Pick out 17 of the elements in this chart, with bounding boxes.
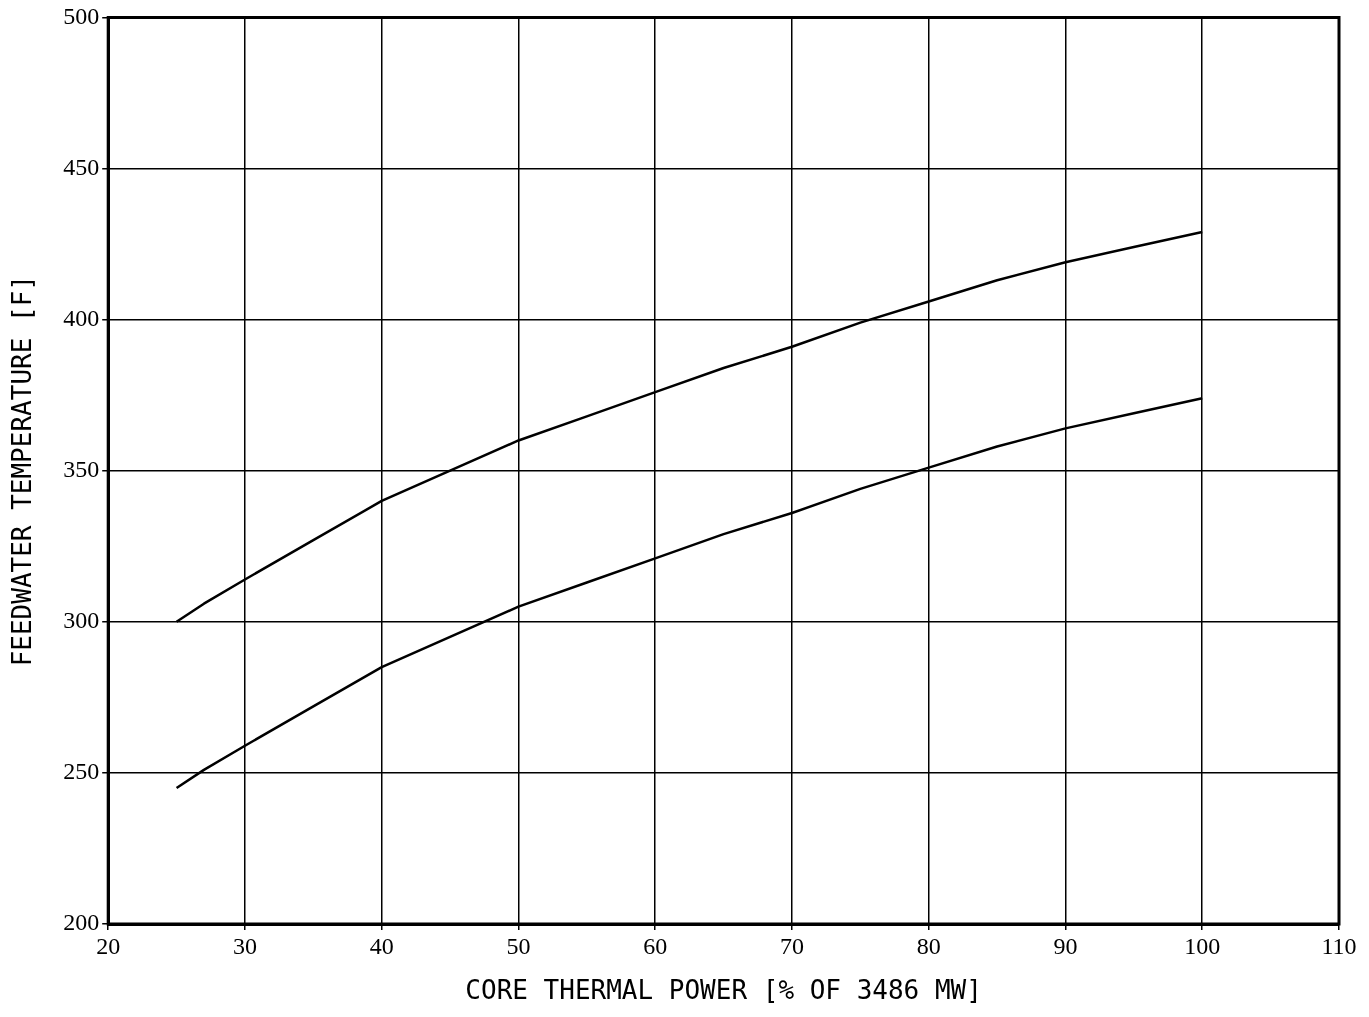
y-tick-label: 300: [63, 607, 100, 634]
x-tick-label: 30: [232, 932, 257, 959]
y-tick-label: 350: [63, 456, 100, 482]
y-tick-label: 250: [63, 758, 100, 785]
x-tick-label: 90: [1053, 932, 1078, 959]
y-axis-title: FEEDWATER TEMPERATURE [F]: [7, 275, 38, 667]
y-tick-label: 450: [63, 153, 100, 180]
x-tick-label: 50: [506, 932, 531, 959]
x-tick-label: 70: [779, 932, 804, 959]
x-tick-label: 60: [643, 932, 668, 959]
x-tick-label: 110: [1321, 932, 1357, 959]
x-tick-label: 80: [916, 932, 941, 959]
y-tick-label: 400: [63, 304, 100, 331]
x-tick-label: 40: [369, 932, 394, 959]
y-tick-label: 500: [63, 2, 100, 29]
x-tick-label: 100: [1184, 932, 1221, 959]
x-axis-title: CORE THERMAL POWER [% OF 3486 MW]: [465, 975, 982, 1006]
